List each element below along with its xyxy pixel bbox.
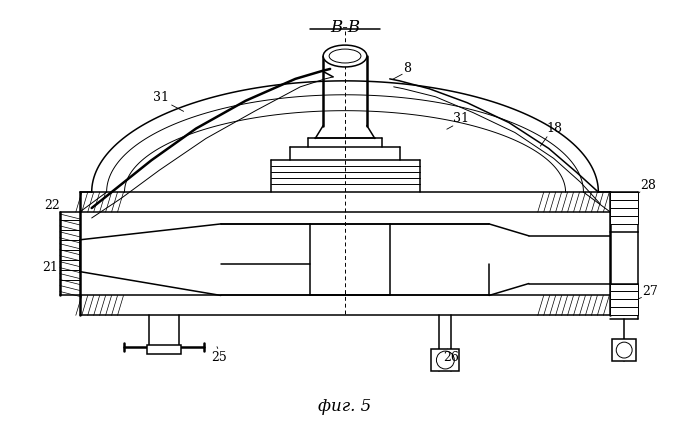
Bar bbox=[431, 349, 459, 371]
Circle shape bbox=[617, 342, 632, 358]
Text: 26: 26 bbox=[443, 351, 459, 363]
Text: 31: 31 bbox=[153, 91, 169, 104]
Text: 27: 27 bbox=[642, 285, 658, 298]
Text: 18: 18 bbox=[547, 122, 563, 135]
Text: 8: 8 bbox=[403, 63, 412, 75]
Ellipse shape bbox=[329, 49, 361, 63]
Bar bbox=[610, 308, 638, 315]
Ellipse shape bbox=[323, 45, 367, 67]
Bar bbox=[610, 208, 638, 216]
Text: В-В: В-В bbox=[330, 19, 360, 36]
Text: фиг. 5: фиг. 5 bbox=[319, 398, 372, 415]
Bar bbox=[610, 200, 638, 208]
Bar bbox=[610, 283, 638, 291]
Text: 22: 22 bbox=[44, 198, 60, 212]
Text: 31: 31 bbox=[453, 112, 469, 125]
Bar bbox=[610, 216, 638, 224]
Bar bbox=[610, 299, 638, 308]
Text: 28: 28 bbox=[640, 179, 656, 192]
Text: 25: 25 bbox=[211, 351, 226, 363]
Bar bbox=[610, 291, 638, 299]
Circle shape bbox=[436, 351, 454, 369]
Bar bbox=[147, 345, 181, 354]
Bar bbox=[612, 339, 636, 361]
Bar bbox=[610, 192, 638, 200]
Text: 21: 21 bbox=[42, 261, 58, 274]
